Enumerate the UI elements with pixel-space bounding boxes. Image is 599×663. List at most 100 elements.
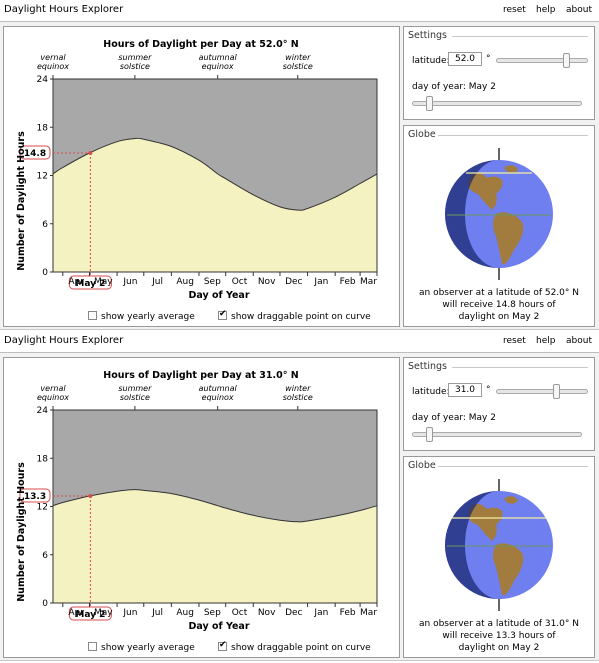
day-slider-handle[interactable] bbox=[425, 96, 433, 111]
north-america-shape bbox=[467, 503, 503, 541]
day-of-year-slider[interactable] bbox=[412, 432, 582, 437]
date-callout[interactable] bbox=[68, 606, 112, 621]
y-tick-label: 24 bbox=[37, 75, 49, 85]
x-tick-label: Jun bbox=[122, 608, 137, 618]
app-title: Daylight Hours Explorer bbox=[4, 4, 124, 15]
x-tick-label: Nov bbox=[258, 608, 276, 618]
value-callout[interactable] bbox=[19, 488, 51, 503]
globe-title: Globe bbox=[408, 129, 436, 140]
value-callout[interactable] bbox=[19, 145, 51, 160]
divider bbox=[438, 135, 588, 136]
y-tick-label: 6 bbox=[42, 551, 48, 561]
y-tick-label: 12 bbox=[37, 172, 48, 182]
divider bbox=[452, 367, 588, 368]
y-tick-label: 0 bbox=[42, 268, 48, 278]
y-tick-label: 6 bbox=[42, 220, 48, 230]
yearly-average-checkbox[interactable]: show yearly average bbox=[88, 311, 195, 322]
globe-title: Globe bbox=[408, 460, 436, 471]
x-tick-label: Jun bbox=[122, 277, 137, 287]
event-label: autumnal bbox=[199, 53, 238, 62]
checkbox-label: show yearly average bbox=[101, 312, 195, 322]
event-label: equinox bbox=[37, 62, 69, 71]
latitude-label: latitude: bbox=[412, 387, 450, 397]
about-menu[interactable]: about bbox=[566, 336, 592, 346]
x-tick-label: Dec bbox=[285, 608, 302, 618]
event-label: equinox bbox=[37, 393, 69, 402]
help-menu[interactable]: help bbox=[536, 5, 556, 15]
title-bar: Daylight Hours Explorer reset help about bbox=[0, 331, 599, 353]
yearly-average-checkbox[interactable]: show yearly average bbox=[88, 642, 195, 653]
chart-title: Hours of Daylight per Day at 52.0° N bbox=[103, 39, 298, 50]
daylight-curve bbox=[52, 137, 378, 211]
greenland-shape bbox=[504, 165, 518, 173]
event-label: vernal bbox=[40, 384, 66, 393]
latitude-slider-handle[interactable] bbox=[563, 53, 571, 68]
x-tick-label: Apr bbox=[68, 608, 84, 618]
divider bbox=[438, 466, 588, 467]
latitude-slider-handle[interactable] bbox=[553, 384, 561, 399]
reset-menu[interactable]: reset bbox=[503, 5, 526, 15]
x-tick-label: Jul bbox=[151, 608, 163, 618]
caption-line: will receive 13.3 hours of bbox=[442, 631, 556, 641]
x-tick-label: Feb bbox=[340, 608, 356, 618]
checkbox-box[interactable] bbox=[88, 311, 97, 320]
latitude-input[interactable]: 31.0 bbox=[448, 383, 482, 397]
daylight-curve bbox=[52, 489, 378, 523]
caption-line: daylight on May 2 bbox=[458, 643, 540, 653]
about-menu[interactable]: about bbox=[566, 5, 592, 15]
x-axis-label: Day of Year bbox=[188, 621, 249, 632]
latitude-input[interactable]: 52.0 bbox=[448, 52, 482, 66]
x-tick-label: Jan bbox=[313, 277, 328, 287]
day-of-year-label: day of year: May 2 bbox=[412, 82, 496, 92]
event-label: vernal bbox=[40, 53, 66, 62]
globe-graphic bbox=[445, 148, 553, 280]
day-of-year-slider[interactable] bbox=[412, 101, 582, 106]
title-bar: Daylight Hours Explorer reset help about bbox=[0, 0, 599, 22]
x-tick-label: May bbox=[94, 608, 113, 618]
x-tick-label: Nov bbox=[258, 277, 276, 287]
event-label: summer bbox=[118, 53, 152, 62]
caption-line: an observer at a latitude of 31.0° N bbox=[419, 619, 579, 629]
draggable-point-checkbox[interactable]: show draggable point on curve bbox=[218, 309, 371, 322]
globe-caption: an observer at a latitude of 31.0° N wil… bbox=[404, 618, 594, 654]
event-label: solstice bbox=[283, 393, 313, 402]
latitude-slider[interactable] bbox=[496, 389, 588, 394]
x-tick-label: Apr bbox=[68, 277, 84, 287]
settings-panel: Settings latitude: 52.0 ° day of year: M… bbox=[403, 26, 595, 120]
event-label: summer bbox=[118, 384, 152, 393]
checkbox-box[interactable] bbox=[218, 309, 227, 320]
checkbox-box[interactable] bbox=[88, 642, 97, 651]
caption-line: daylight on May 2 bbox=[458, 312, 540, 322]
latitude-slider[interactable] bbox=[496, 58, 588, 63]
y-axis-label: Number of Daylight Hours bbox=[16, 462, 27, 602]
event-label: solstice bbox=[283, 62, 313, 71]
day-value: May 2 bbox=[468, 82, 496, 92]
reset-menu[interactable]: reset bbox=[503, 336, 526, 346]
draggable-point-checkbox[interactable]: show draggable point on curve bbox=[218, 640, 371, 653]
event-label: autumnal bbox=[199, 384, 238, 393]
event-label: winter bbox=[285, 384, 311, 393]
y-axis-label: Number of Daylight Hours bbox=[16, 131, 27, 271]
divider bbox=[452, 36, 588, 37]
x-tick-label: Oct bbox=[232, 608, 248, 618]
draggable-point[interactable] bbox=[88, 494, 93, 499]
x-tick-label: Aug bbox=[176, 608, 194, 618]
help-menu[interactable]: help bbox=[536, 336, 556, 346]
day-label-text: day of year: bbox=[412, 413, 466, 423]
settings-panel: Settings latitude: 31.0 ° day of year: M… bbox=[403, 357, 595, 451]
y-tick-label: 0 bbox=[42, 599, 48, 609]
y-tick-label: 12 bbox=[37, 503, 48, 513]
south-america-shape bbox=[493, 543, 524, 596]
x-tick-label: Aug bbox=[176, 277, 194, 287]
degree-symbol: ° bbox=[486, 385, 491, 395]
settings-title: Settings bbox=[408, 361, 447, 372]
greenland-shape bbox=[504, 496, 518, 504]
app-window: Daylight Hours Explorer reset help about… bbox=[0, 331, 599, 661]
date-callout[interactable] bbox=[68, 275, 112, 290]
globe-panel: Globe an observer at a latitude of 31.0°… bbox=[403, 456, 595, 658]
caption-line: an observer at a latitude of 52.0° N bbox=[419, 288, 579, 298]
checkbox-box[interactable] bbox=[218, 640, 227, 651]
draggable-point[interactable] bbox=[88, 150, 93, 155]
day-slider-handle[interactable] bbox=[425, 427, 433, 442]
x-tick-label: Sep bbox=[204, 608, 221, 618]
